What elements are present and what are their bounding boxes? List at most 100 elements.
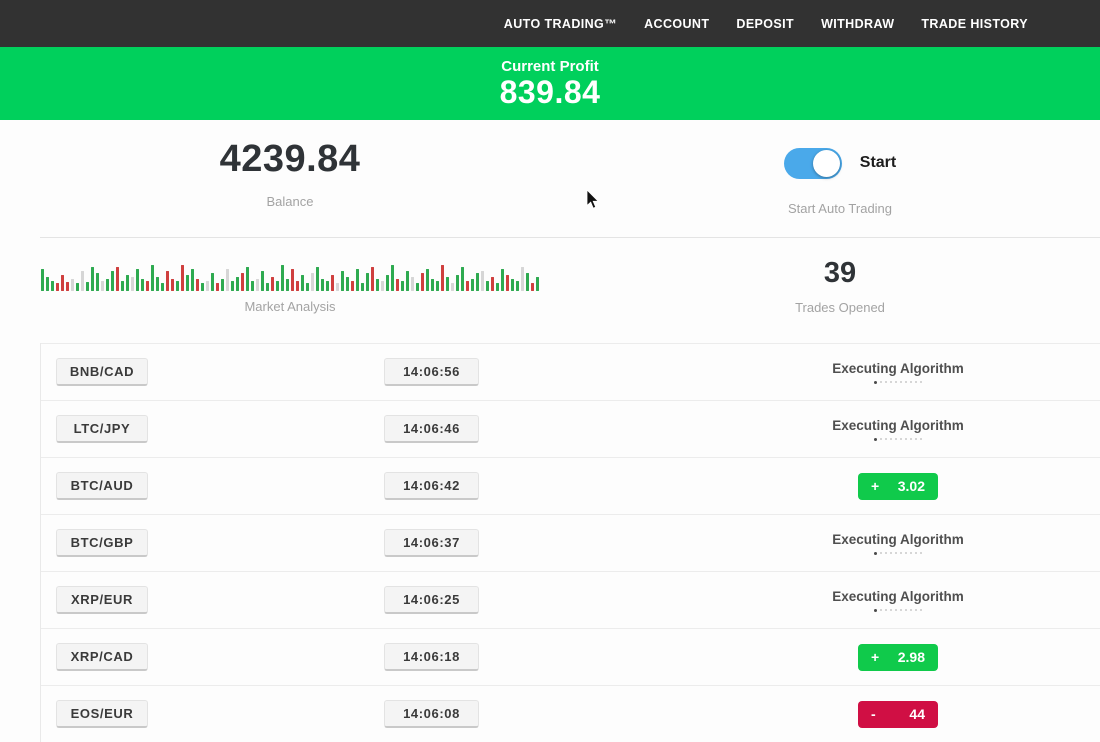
executing-algorithm-label: Executing Algorithm — [832, 588, 964, 604]
progress-dot — [900, 438, 902, 440]
progress-dot — [890, 609, 892, 611]
market-bar — [366, 273, 369, 291]
market-bar — [361, 283, 364, 291]
market-bar — [476, 273, 479, 291]
trade-row: LTC/JPY 14:06:46 Executing Algorithm — [41, 400, 1100, 457]
market-bar — [426, 269, 429, 291]
market-bar — [216, 283, 219, 291]
trade-pair-badge: BNB/CAD — [56, 358, 148, 386]
trade-row: BTC/AUD 14:06:42 +3.02 — [41, 457, 1100, 514]
market-bar — [471, 279, 474, 291]
trade-row: BTC/GBP 14:06:37 Executing Algorithm — [41, 514, 1100, 571]
market-bar — [201, 283, 204, 291]
progress-dot — [915, 609, 917, 611]
market-bar — [526, 273, 529, 291]
nav-item-deposit[interactable]: DEPOSIT — [736, 16, 795, 31]
market-bar — [491, 277, 494, 291]
market-bar — [451, 283, 454, 291]
trade-status-cell: Executing Algorithm — [778, 401, 1018, 457]
auto-trading-label: Start Auto Trading — [787, 201, 893, 216]
trade-pair-badge: BTC/GBP — [56, 529, 148, 557]
market-bar — [221, 279, 224, 291]
market-bar — [191, 269, 194, 291]
market-bar — [341, 271, 344, 291]
trade-row: EOS/EUR 14:06:08 - 44 — [41, 685, 1100, 742]
market-bar — [336, 283, 339, 291]
progress-dot — [910, 438, 912, 440]
trade-time-badge: 14:06:08 — [384, 700, 479, 728]
progress-dot — [920, 609, 922, 611]
market-bar — [51, 281, 54, 291]
nav-item-auto-trading[interactable]: AUTO TRADING™ — [503, 16, 618, 31]
market-bar — [496, 283, 499, 291]
market-bar — [321, 279, 324, 291]
progress-dot — [905, 552, 907, 554]
progress-dot — [905, 438, 907, 440]
market-bar — [46, 277, 49, 291]
market-bar — [461, 267, 464, 291]
trade-pair-badge: EOS/EUR — [56, 700, 148, 728]
progress-dot — [885, 609, 887, 611]
balance-value: 4239.84 — [219, 138, 361, 180]
market-bar — [431, 279, 434, 291]
market-bar — [291, 269, 294, 291]
trade-time-badge: 14:06:56 — [384, 358, 479, 386]
trade-time-badge: 14:06:37 — [384, 529, 479, 557]
progress-dot — [915, 438, 917, 440]
market-bar — [301, 275, 304, 291]
market-bar — [256, 279, 259, 291]
market-bar — [176, 281, 179, 291]
executing-progress-dots — [874, 608, 922, 612]
trades-table: BNB/CAD 14:06:56 Executing Algorithm LTC/JP… — [40, 343, 1100, 742]
market-bar — [486, 281, 489, 291]
market-bar — [61, 275, 64, 291]
executing-algorithm-label: Executing Algorithm — [832, 531, 964, 547]
trade-status-cell: +2.98 — [778, 629, 1018, 685]
market-bar — [206, 281, 209, 291]
progress-dot — [910, 381, 912, 383]
nav-item-trade-history[interactable]: TRADE HISTORY — [921, 16, 1028, 31]
market-bar — [286, 279, 289, 291]
progress-dot — [885, 381, 887, 383]
market-bar — [91, 267, 94, 291]
market-bar — [436, 281, 439, 291]
profit-banner-value: 839.84 — [499, 74, 601, 111]
nav-item-withdraw[interactable]: WITHDRAW — [821, 16, 895, 31]
market-bar — [101, 281, 104, 291]
result-amount: 2.98 — [897, 649, 925, 665]
progress-dot — [880, 609, 882, 611]
trade-result-badge: +2.98 — [858, 643, 938, 671]
nav-item-account[interactable]: ACCOUNT — [644, 16, 710, 31]
auto-trading-toggle[interactable] — [783, 147, 842, 179]
progress-dot — [920, 552, 922, 554]
progress-dot — [880, 552, 882, 554]
progress-dot — [905, 609, 907, 611]
progress-dot — [895, 609, 897, 611]
profit-banner-label: Current Profit — [501, 58, 599, 76]
market-bar — [231, 281, 234, 291]
trade-time-badge: 14:06:18 — [384, 643, 479, 671]
trade-pair-badge: XRP/CAD — [56, 643, 148, 671]
progress-dot — [880, 381, 882, 383]
trades-opened-value: 39 — [823, 257, 857, 289]
trade-row: XRP/EUR 14:06:25 Executing Algorithm — [41, 571, 1100, 628]
trade-row: XRP/CAD 14:06:18 +2.98 — [41, 628, 1100, 685]
result-sign: + — [871, 649, 880, 665]
market-bar — [411, 277, 414, 291]
market-bar — [96, 273, 99, 291]
progress-dot — [874, 551, 877, 555]
trade-pair-badge: BTC/AUD — [56, 472, 148, 500]
market-bar — [136, 269, 139, 291]
market-bar — [111, 271, 114, 291]
market-bar — [481, 271, 484, 291]
result-sign: + — [871, 478, 880, 494]
executing-algorithm-label: Executing Algorithm — [832, 417, 964, 433]
market-bar — [121, 281, 124, 291]
progress-dot — [874, 380, 877, 384]
market-bar — [276, 281, 279, 291]
progress-dot — [895, 381, 897, 383]
executing-algorithm-label: Executing Algorithm — [832, 360, 964, 376]
market-bar — [536, 277, 539, 291]
market-bar — [156, 277, 159, 291]
market-analysis-chart — [41, 259, 539, 291]
